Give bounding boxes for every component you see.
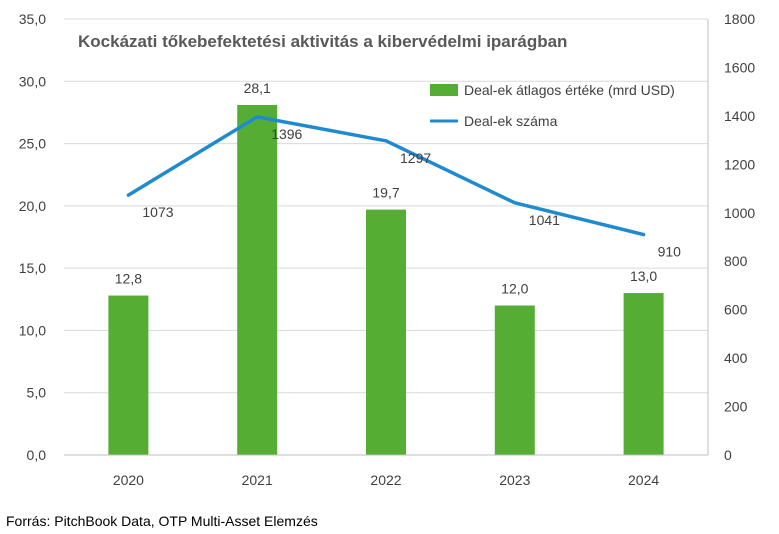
y-right-tick-label: 1200 [724,156,755,172]
y-right-tick-label: 200 [724,399,748,415]
y-right-tick-label: 1600 [724,59,755,75]
y-left-tick-label: 10,0 [19,322,46,338]
y-right-tick-label: 1800 [724,11,755,27]
x-tick-label: 2022 [370,472,401,488]
source-note: Forrás: PitchBook Data, OTP Multi-Asset … [6,513,318,529]
line-data-label: 1396 [271,126,302,142]
line-data-label: 910 [658,244,682,260]
legend-bar-label: Deal-ek átlagos értéke (mrd USD) [464,82,675,98]
bar-data-label: 12,0 [501,281,528,297]
legend-line-label: Deal-ek száma [464,113,558,129]
y-left-tick-label: 30,0 [19,73,46,89]
chart-title: Kockázati tőkebefektetési aktivitás a ki… [78,32,567,51]
y-left-tick-label: 15,0 [19,260,46,276]
bar-data-label: 19,7 [372,185,399,201]
legend-bar-swatch [430,84,458,96]
y-left-tick-label: 20,0 [19,198,46,214]
bar-data-label: 28,1 [244,80,271,96]
line-data-label: 1297 [400,150,431,166]
y-left-tick-label: 5,0 [27,385,47,401]
data-labels: 12,8 28,1 19,7 12,0 13,0 1073 1396 1297 1041 910 [115,80,681,297]
bar-data-label: 13,0 [630,268,657,284]
y-right-tick-label: 800 [724,253,748,269]
y-left-tick-label: 0,0 [27,447,47,463]
y-left-tick-label: 35,0 [19,11,46,27]
bar [237,104,278,455]
axes: 0,0 5,0 10,0 15,0 20,0 25,0 30,0 35,0 0 200 400 600… [19,11,756,488]
bar-series [108,104,664,455]
y-left-tick-label: 25,0 [19,136,46,152]
legend: Deal-ek átlagos értéke (mrd USD) Deal-ek… [430,82,675,129]
bar-data-label: 12,8 [115,271,142,287]
y-right-tick-label: 600 [724,302,748,318]
bar [366,209,406,455]
line-series [126,115,646,237]
x-tick-label: 2023 [499,472,530,488]
line-data-label: 1073 [142,204,173,220]
line-data-label: 1041 [529,212,560,228]
x-tick-label: 2020 [113,472,144,488]
bar [494,305,535,455]
x-tick-label: 2021 [242,472,273,488]
y-right-tick-label: 400 [724,350,748,366]
x-tick-label: 2024 [628,472,659,488]
bar [108,295,149,455]
y-right-tick-label: 1000 [724,205,755,221]
y-right-tick-label: 1400 [724,108,755,124]
bar [623,293,664,455]
y-right-tick-label: 0 [724,447,732,463]
